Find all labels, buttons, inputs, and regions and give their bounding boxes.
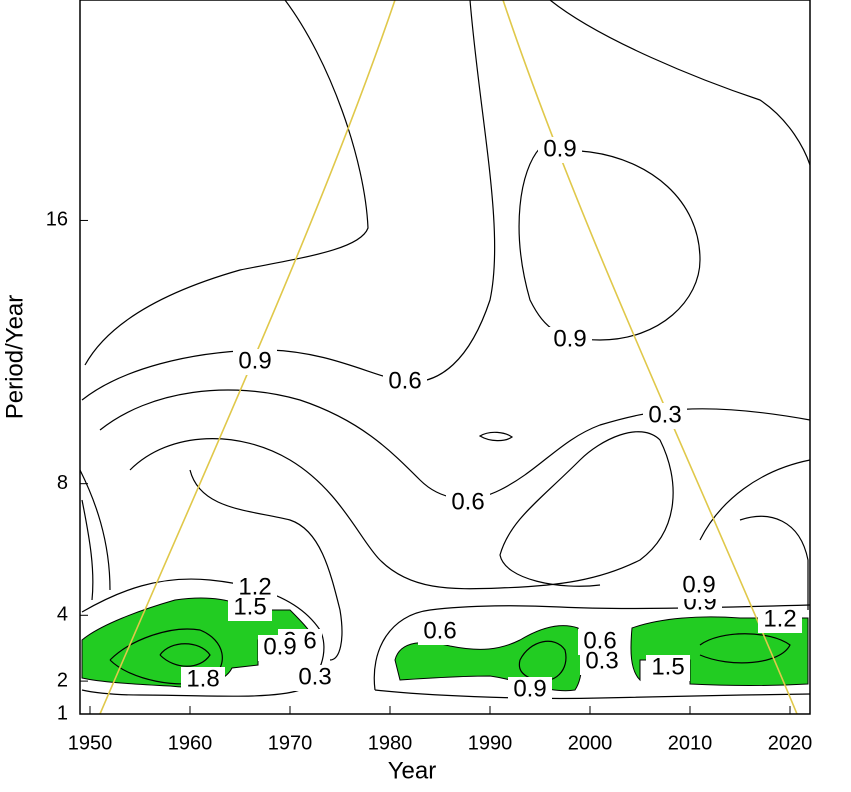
contour-label-bg [293,665,337,691]
y-axis-label: Period/Year [1,295,28,420]
contour-label-bg [228,595,272,621]
contour-line [81,578,325,697]
contour-label-bg [383,369,427,395]
contour-label-bg [181,667,225,693]
contour-line [84,0,369,366]
contour-line [109,628,223,685]
contour-label-bg [548,327,592,353]
contour-label: 0.9 [238,347,271,374]
x-tick-label: 1990 [468,732,513,754]
contour-label-bg [418,619,462,645]
x-tick-label: 1950 [68,732,113,754]
contour-line [99,389,811,500]
contour-label-bg [677,573,721,599]
y-tick-label: 4 [57,604,68,626]
x-tick-label: 1960 [168,732,213,754]
contour-line [81,0,496,401]
contour-label: 1.8 [186,665,219,692]
contour-label: 0.9 [543,135,576,162]
x-tick-label: 2020 [768,732,813,754]
contour-label-bg [233,349,277,375]
contour-label: 0.9 [263,633,296,660]
contour-label-bg [508,677,552,703]
contour-label-bg [758,607,802,633]
contour-label-bg [538,137,582,163]
contour-label: 0.6 [451,488,484,515]
contour-label-bg [646,655,690,681]
contour-label: 0.3 [298,663,331,690]
contour-line [518,147,701,341]
contour-line [79,469,111,601]
contour-line [129,431,674,590]
x-axis-label: Year [388,757,437,784]
contour-line [549,0,811,166]
y-tick-label: 16 [46,209,68,231]
contour-label: 1.2 [763,605,796,632]
contour-label: 0.3 [585,647,618,674]
contour-label: 1.5 [233,593,266,620]
contour-label: 1.5 [651,653,684,680]
contour-label: 0.3 [648,401,681,428]
y-tick-label: 8 [57,472,68,494]
x-tick-label: 1980 [368,732,413,754]
y-tick-label: 2 [57,669,68,691]
x-tick-label: 2010 [668,732,713,754]
contour-label: 0.9 [682,571,715,598]
contour-label-bg [258,635,302,661]
contour-line [478,431,514,442]
contour-label: 0.9 [553,325,586,352]
y-tick-label: 1 [57,702,68,724]
contour-label-bg [580,649,624,675]
contour-label-bg [446,490,490,516]
contour-label-bg [643,403,687,429]
x-tick-label: 1970 [268,732,313,754]
contour-label: 0.6 [388,367,421,394]
contour-line [699,459,811,610]
contour-line [189,469,343,661]
plot-frame [79,0,811,715]
cone-of-influence [502,0,798,715]
contour-line [518,633,791,682]
contour-label: 0.9 [513,675,546,702]
x-tick-label: 2000 [568,732,613,754]
contour-label: 0.6 [423,617,456,644]
